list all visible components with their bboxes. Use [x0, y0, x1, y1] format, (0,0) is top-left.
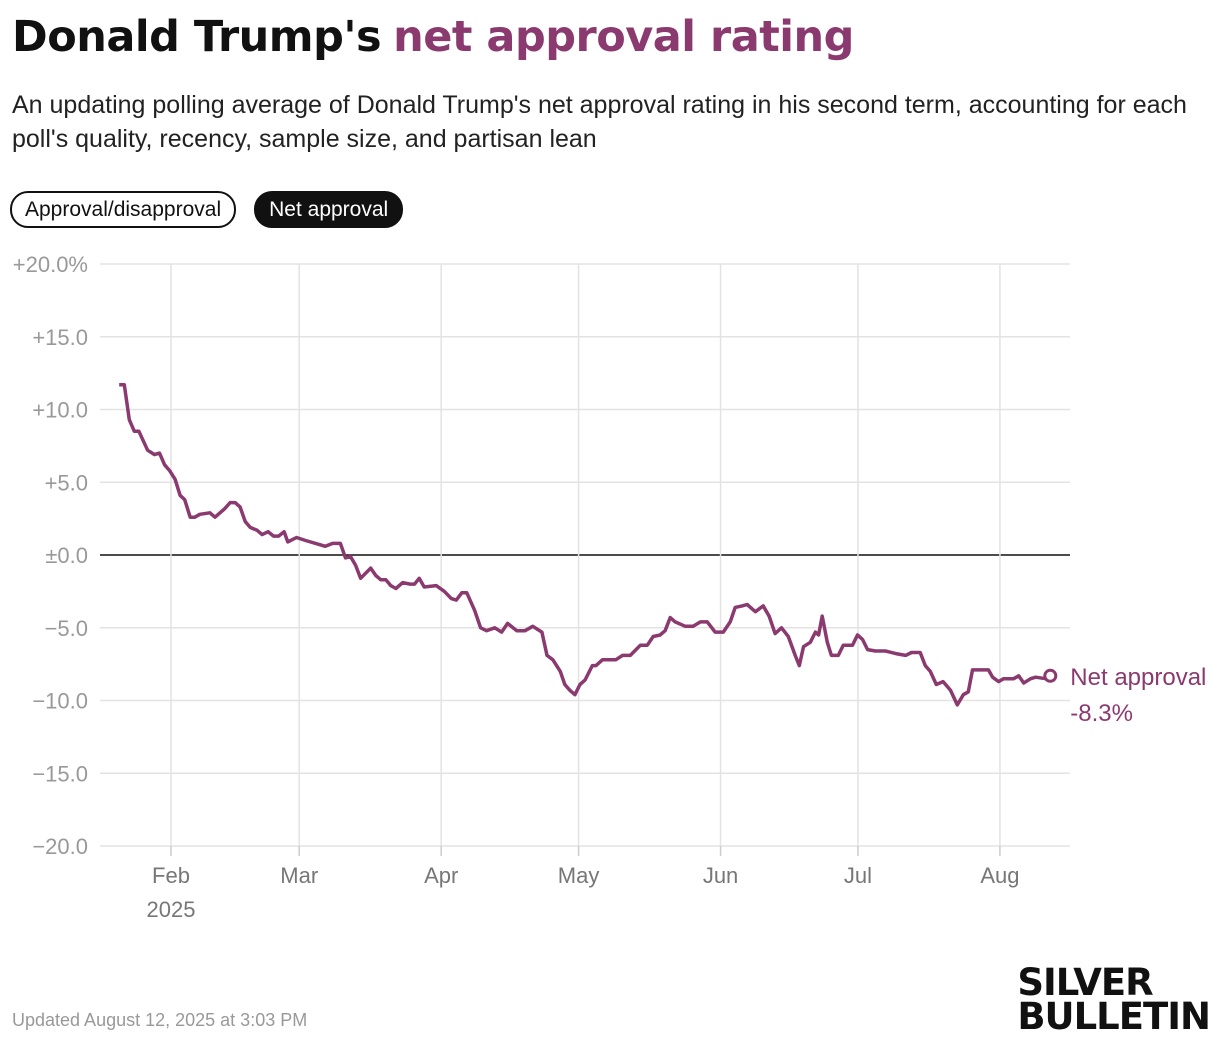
title-prefix: Donald Trump's: [12, 12, 382, 62]
x-tick-label: Mar: [280, 863, 318, 888]
x-tick-label: Feb: [152, 863, 190, 888]
series-label: Net approval: [1070, 664, 1206, 691]
series-line: [119, 383, 1052, 707]
toggle-group: Approval/disapproval Net approval: [10, 191, 404, 228]
y-tick-label: +5.0: [45, 470, 88, 495]
updated-note: Updated August 12, 2025 at 3:03 PM: [12, 1010, 308, 1030]
y-tick-label: +10.0: [32, 398, 88, 423]
logo: SILVER BULLETIN: [1017, 961, 1211, 1038]
y-tick-label: −15.0: [32, 761, 88, 786]
x-tick-label: Jul: [844, 863, 872, 888]
y-tick-label: −20.0: [32, 834, 88, 859]
x-tick-label: May: [558, 863, 600, 888]
y-tick-label: +15.0: [32, 325, 88, 350]
subtitle: An updating polling average of Donald Tr…: [12, 91, 1187, 153]
y-tick-label: +20.0%: [13, 252, 88, 277]
logo-bottom: BULLETIN: [1017, 995, 1211, 1038]
y-tick-label: −5.0: [45, 616, 88, 641]
title: Donald Trump's net approval rating: [12, 12, 854, 62]
logo-top: SILVER: [1017, 961, 1153, 1004]
x-tick-label: Apr: [424, 863, 458, 888]
end-point: [1043, 668, 1058, 683]
x-year-label: 2025: [147, 897, 196, 922]
toggle-approval[interactable]: Approval/disapproval: [10, 191, 237, 228]
value-label: -8.3%: [1070, 700, 1133, 727]
x-tick-label: Jun: [703, 863, 738, 888]
title-highlight: net approval rating: [393, 12, 854, 62]
toggle-net[interactable]: Net approval: [254, 191, 404, 228]
chart: +20.0% +15.0 +10.0 +5.0 ±0.0 −5.0 −10.0 −15.0 −2…: [13, 252, 1207, 922]
y-tick-label: ±0.0: [45, 543, 88, 568]
y-tick-label: −10.0: [32, 689, 88, 714]
x-tick-label: Aug: [980, 863, 1019, 888]
